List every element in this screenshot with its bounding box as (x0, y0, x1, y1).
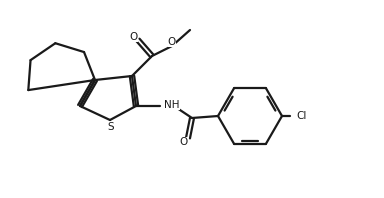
Text: NH: NH (164, 100, 179, 110)
Text: O: O (130, 32, 138, 42)
Text: S: S (108, 122, 114, 132)
Text: O: O (168, 37, 176, 47)
Text: O: O (180, 137, 188, 147)
Text: Cl: Cl (296, 111, 306, 121)
